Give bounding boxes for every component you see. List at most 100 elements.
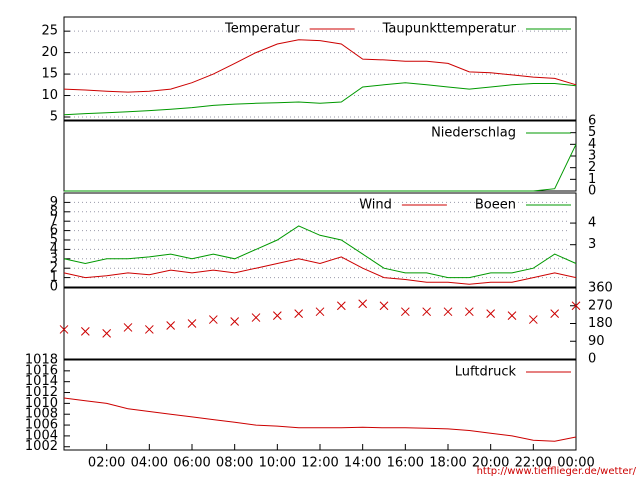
point: [294, 309, 304, 318]
point-stroke: [166, 321, 176, 330]
x-tick-label: 16:00: [387, 456, 424, 471]
point: [102, 329, 112, 338]
y-tick-label: 360: [588, 281, 613, 296]
y-tick-label: 1016: [25, 363, 58, 378]
series-line: [63, 256, 577, 285]
x-tick-label: 08:00: [216, 456, 253, 471]
point-stroke: [272, 311, 282, 320]
x-tick-label: 18:00: [429, 456, 466, 471]
y-tick-label: 8: [50, 204, 58, 219]
legend-label: Boeen: [475, 198, 516, 213]
series-line: [63, 225, 577, 279]
x-tick-label: 04:00: [131, 456, 168, 471]
y-tick-label: 6: [50, 223, 58, 238]
point: [486, 309, 496, 318]
x-tick-label: 20:00: [472, 456, 509, 471]
y-tick-label: 1: [50, 270, 58, 285]
point: [507, 311, 517, 320]
point-stroke: [336, 301, 346, 311]
y-tick-label: 2: [50, 261, 58, 276]
point-stroke: [528, 315, 538, 324]
point: [571, 301, 581, 311]
series-line: [64, 144, 577, 192]
y-tick-label: 6: [588, 114, 596, 129]
y-tick-label: 0: [588, 184, 596, 199]
y-tick-label: 4: [588, 137, 596, 152]
point: [230, 317, 240, 326]
y-tick-label: 1012: [25, 385, 58, 400]
x-tick-label: 22:00: [515, 456, 552, 471]
point: [400, 307, 410, 317]
panel-frame: [63, 16, 577, 121]
y-tick-label: 90: [588, 334, 605, 349]
legend-label: Taupunkttemperatur: [382, 22, 517, 37]
point-stroke: [315, 307, 325, 317]
x-tick-label: 02:00: [88, 456, 125, 471]
point-stroke: [443, 307, 453, 317]
panel-frame: [63, 287, 577, 360]
point: [208, 315, 218, 324]
panel-frame: [63, 192, 577, 288]
y-tick-label: 15: [41, 67, 58, 82]
y-tick-label: 1: [588, 172, 596, 187]
point-stroke: [251, 313, 261, 322]
point: [80, 327, 90, 336]
point: [358, 299, 368, 309]
y-tick-label: 1004: [25, 428, 58, 443]
y-tick-label: 1008: [25, 407, 58, 422]
point: [123, 323, 133, 332]
point-stroke: [294, 309, 304, 318]
credit: http://www.tiefflieger.de/wetter/: [477, 466, 637, 477]
point: [336, 301, 346, 311]
point-stroke: [571, 301, 581, 311]
y-tick-label: 4: [50, 242, 58, 257]
point-stroke: [144, 325, 154, 334]
x-tick-label: 14:00: [344, 456, 381, 471]
y-tick-label: 1014: [25, 374, 58, 389]
point-stroke: [464, 307, 474, 317]
point-stroke: [422, 307, 432, 317]
y-tick-label: 25: [41, 24, 58, 39]
point: [166, 321, 176, 330]
y-tick-label: 3: [588, 237, 596, 252]
point-stroke: [123, 323, 133, 332]
y-tick-label: 20: [41, 45, 58, 60]
point: [528, 315, 538, 324]
y-tick-label: 1010: [25, 396, 58, 411]
y-tick-label: 10: [41, 88, 58, 103]
point: [379, 301, 389, 311]
x-tick-label: 12:00: [301, 456, 338, 471]
point-stroke: [358, 299, 368, 309]
point-stroke: [230, 317, 240, 326]
legend-label: Luftdruck: [455, 365, 517, 380]
legend-label: Temperatur: [224, 22, 300, 37]
point-stroke: [80, 327, 90, 336]
y-tick-label: 1006: [25, 418, 58, 433]
point: [272, 311, 282, 320]
point: [144, 325, 154, 334]
point-stroke: [208, 315, 218, 324]
point-stroke: [102, 329, 112, 338]
y-tick-label: 3: [588, 149, 596, 164]
y-tick-label: 4: [588, 216, 596, 231]
y-tick-label: 5: [588, 125, 596, 140]
y-tick-label: 0: [588, 352, 596, 367]
point: [251, 313, 261, 322]
x-tick-label: 00:00: [557, 456, 594, 471]
point-stroke: [507, 311, 517, 320]
y-tick-label: 7: [50, 214, 58, 229]
point: [187, 319, 197, 328]
point-stroke: [59, 325, 69, 334]
point: [315, 307, 325, 317]
point-stroke: [550, 309, 560, 318]
y-tick-label: 180: [588, 316, 613, 331]
point: [422, 307, 432, 317]
point: [59, 325, 69, 334]
point: [443, 307, 453, 317]
y-tick-label: 5: [50, 233, 58, 248]
y-tick-label: 1018: [25, 353, 58, 368]
y-tick-label: 5: [50, 109, 58, 124]
x-tick-label: 10:00: [259, 456, 296, 471]
y-tick-label: 1002: [25, 439, 58, 454]
